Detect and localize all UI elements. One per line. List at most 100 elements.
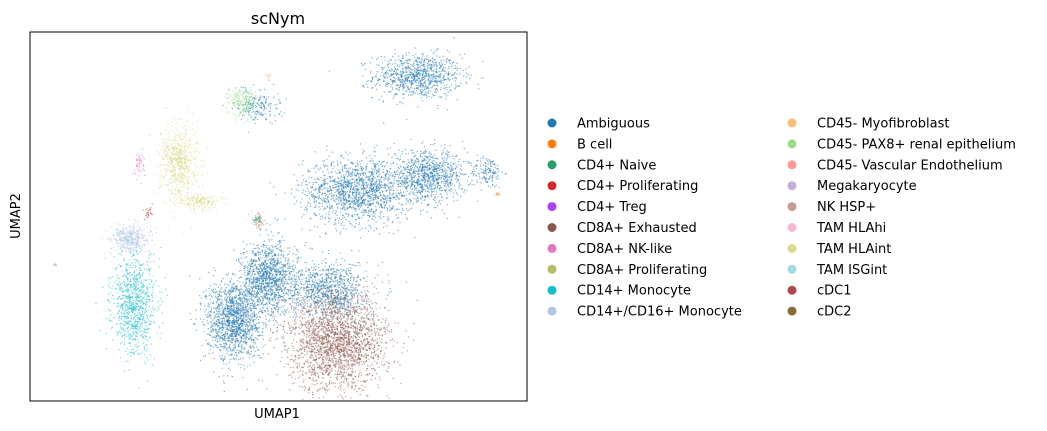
data-point [268, 293, 270, 295]
data-point [293, 196, 296, 198]
data-point [394, 93, 396, 95]
data-point [419, 210, 422, 212]
data-point [485, 158, 487, 160]
data-point [398, 59, 400, 61]
data-point [230, 291, 233, 294]
data-point [360, 192, 362, 195]
data-point [350, 182, 353, 184]
data-point [450, 178, 452, 180]
data-point [442, 67, 444, 70]
data-point [366, 193, 368, 195]
data-point [394, 53, 396, 55]
data-point [418, 85, 420, 88]
data-point [280, 254, 282, 257]
data-point [428, 75, 431, 77]
data-point [399, 221, 401, 223]
data-point [443, 79, 445, 81]
data-point [345, 171, 347, 173]
data-point [248, 264, 250, 267]
data-point [446, 161, 448, 164]
data-point [370, 189, 373, 191]
data-point [411, 167, 414, 169]
data-point [411, 69, 414, 71]
data-point [347, 169, 349, 171]
data-point [371, 158, 373, 160]
data-point [340, 218, 343, 221]
data-point [350, 200, 353, 203]
data-point [408, 94, 410, 96]
data-point [396, 68, 398, 71]
data-point [442, 70, 444, 72]
data-point [390, 168, 392, 170]
data-point [320, 177, 322, 179]
data-point [423, 63, 425, 65]
data-point [262, 273, 265, 275]
data-point [448, 79, 450, 82]
data-point [266, 292, 268, 294]
data-point [339, 194, 342, 197]
data-point [341, 184, 343, 186]
data-point [319, 191, 321, 193]
data-point [436, 81, 438, 83]
data-point [452, 174, 454, 176]
data-point [358, 199, 360, 201]
data-point [372, 203, 374, 205]
data-point [292, 280, 294, 283]
data-point [343, 165, 346, 167]
data-point [268, 255, 270, 257]
data-point [334, 218, 337, 221]
data-point [277, 297, 279, 300]
data-point [473, 166, 475, 168]
data-point [231, 283, 233, 286]
data-point [286, 288, 288, 290]
data-point [384, 198, 387, 201]
data-point [282, 280, 284, 283]
data-point [255, 260, 258, 262]
data-point [378, 99, 380, 101]
data-point [262, 306, 264, 308]
data-point [236, 354, 238, 356]
data-point [419, 89, 421, 91]
data-point [315, 181, 318, 184]
data-point [423, 81, 426, 83]
data-point [273, 297, 276, 299]
data-point [333, 165, 336, 168]
data-point [433, 94, 436, 97]
data-point [306, 205, 308, 207]
data-point [495, 178, 498, 180]
data-point [369, 62, 371, 64]
data-point [246, 256, 248, 258]
data-point [343, 178, 346, 180]
data-point [316, 177, 318, 180]
data-point [387, 183, 390, 185]
data-point [309, 192, 311, 194]
data-point [273, 295, 275, 298]
data-point [429, 186, 431, 188]
data-point [408, 80, 410, 82]
data-point [370, 199, 372, 201]
data-point [214, 288, 216, 290]
data-point [408, 52, 410, 54]
data-point [358, 203, 360, 206]
data-point [336, 172, 338, 175]
data-point [293, 203, 296, 205]
data-point [199, 278, 201, 280]
data-point [401, 172, 403, 175]
data-point [388, 191, 391, 194]
data-point [315, 165, 318, 167]
data-point [272, 268, 275, 271]
data-point [420, 85, 422, 88]
data-point [428, 152, 430, 155]
data-point [377, 189, 379, 192]
data-point [279, 250, 281, 252]
data-point [429, 83, 432, 85]
data-point [382, 200, 384, 203]
data-point [420, 150, 422, 153]
data-point [409, 202, 411, 204]
data-point [440, 74, 442, 76]
data-point [405, 167, 407, 169]
data-point [354, 183, 356, 185]
data-point [324, 201, 326, 204]
data-point [412, 93, 415, 95]
data-point [344, 186, 347, 189]
